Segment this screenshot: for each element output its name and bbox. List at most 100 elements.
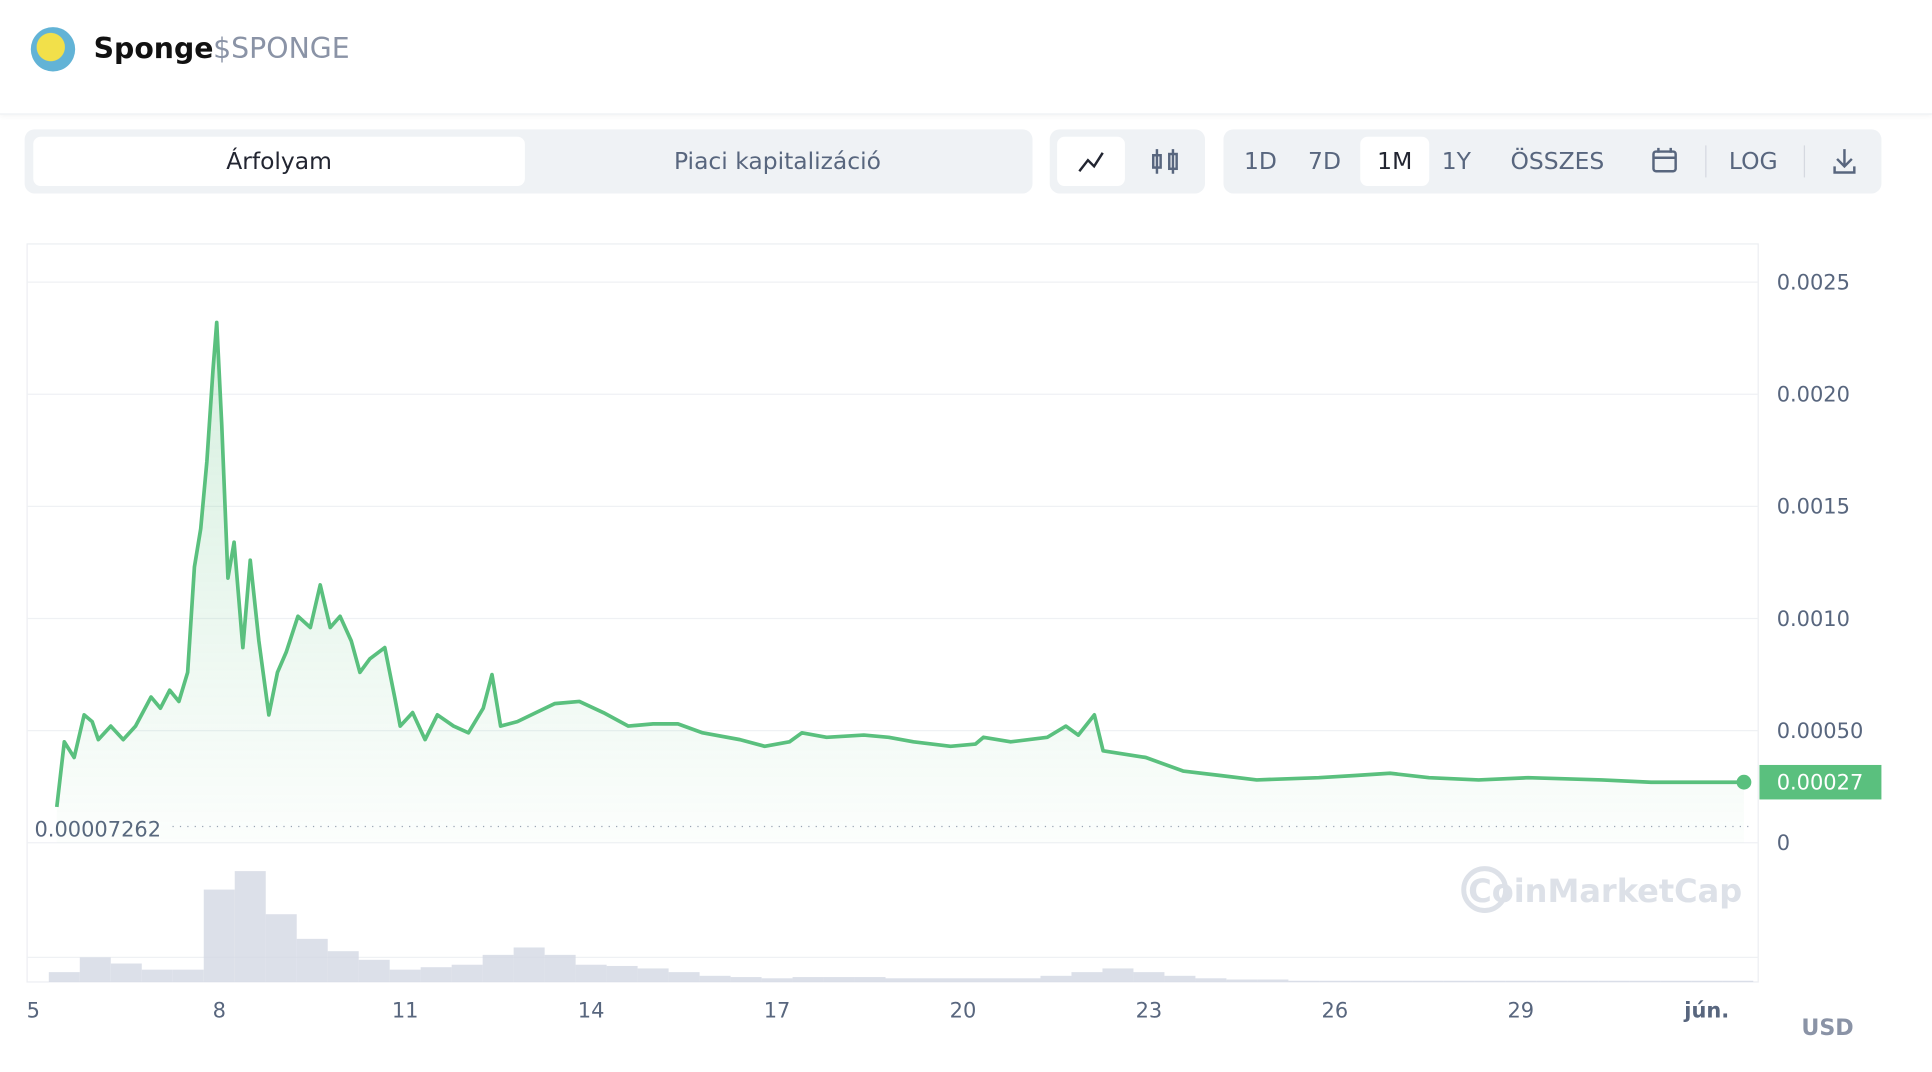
calendar-button[interactable] <box>1640 137 1689 186</box>
price-badge <box>1759 764 1882 800</box>
y-tick-label: 0.0020 <box>1777 383 1850 407</box>
coin-name: Sponge <box>93 33 214 66</box>
y-tick-label: 0.0010 <box>1777 607 1850 631</box>
volume-bar <box>79 957 111 982</box>
volume-bar <box>389 969 421 982</box>
volume-bar <box>1102 968 1134 982</box>
line-icon <box>1078 152 1104 173</box>
x-tick-label: 26 <box>1322 999 1349 1023</box>
last-price-label: 0.00027 <box>1777 771 1864 795</box>
volume-bar <box>544 954 576 982</box>
volume-bar <box>48 972 80 982</box>
range-button[interactable]: 7D <box>1308 147 1341 175</box>
volume-bar <box>1629 980 1661 982</box>
log-button[interactable]: LOG <box>1728 147 1778 175</box>
price-area <box>56 322 1744 843</box>
header: Sponge $SPONGE <box>0 0 1932 115</box>
volume-bar <box>854 977 886 982</box>
chart-type-group <box>1049 129 1205 194</box>
volume-bar <box>885 978 917 982</box>
watermark: CoinMarketCap <box>1468 872 1742 910</box>
x-tick-label: 8 <box>213 999 226 1023</box>
volume-bar <box>1226 979 1258 982</box>
volume-bar <box>916 978 948 982</box>
plot-frame <box>26 243 1759 983</box>
volume-bar <box>1536 980 1568 982</box>
price-line <box>54 320 1744 808</box>
volume-bar <box>327 951 359 982</box>
min-price-label: 0.00007262 <box>34 817 161 841</box>
volume-bar <box>792 977 824 982</box>
divider <box>1803 145 1806 178</box>
range-button[interactable]: 1D <box>1243 147 1277 175</box>
volume-bar <box>1412 980 1444 982</box>
volume-bar <box>699 975 731 982</box>
x-tick-label: jún. <box>1683 999 1729 1023</box>
volume-bar <box>203 889 235 982</box>
volume-bar <box>668 972 700 982</box>
download-icon <box>1833 149 1856 174</box>
calendar-icon <box>1652 147 1677 173</box>
download-button[interactable] <box>1820 137 1869 186</box>
volume-bar <box>1350 980 1382 982</box>
range-button[interactable]: 1M <box>1360 136 1430 187</box>
volume-bar <box>1567 980 1599 982</box>
volume-bar <box>451 964 483 982</box>
coin-logo <box>30 27 76 72</box>
volume-bar <box>234 871 266 982</box>
x-tick-label: 23 <box>1136 999 1163 1023</box>
x-tick-label: 20 <box>950 999 977 1023</box>
volume-bar <box>141 969 173 982</box>
volume-bar <box>1164 975 1196 982</box>
volume-bar <box>637 968 669 982</box>
x-tick-label: 11 <box>392 999 419 1023</box>
volume-bar <box>1474 980 1506 982</box>
volume-bar <box>1133 972 1165 982</box>
range-button[interactable]: ÖSSZES <box>1510 147 1605 175</box>
volume-bar <box>730 977 762 982</box>
range-group: LOG 1D 7D 1M 1Y ÖSSZES <box>1223 129 1882 194</box>
x-tick-label: 29 <box>1507 999 1534 1023</box>
divider <box>1705 145 1707 178</box>
y-tick-label: 0.00050 <box>1777 719 1864 743</box>
coin-symbol: $SPONGE <box>213 33 350 66</box>
volume-bar <box>1040 975 1072 982</box>
tab[interactable]: Piaci kapitalizáció <box>673 147 881 175</box>
volume-bar <box>1505 980 1537 982</box>
volume-bar <box>823 977 855 982</box>
volume-bar <box>1381 980 1413 982</box>
volume-bar <box>1009 978 1041 982</box>
volume-bar <box>1598 980 1630 982</box>
currency-label: USD <box>1801 1015 1853 1041</box>
volume-bar <box>978 978 1010 982</box>
volume-bar <box>296 938 328 982</box>
volume-bar <box>265 914 297 982</box>
volume-bar <box>1195 978 1227 982</box>
volume-bar <box>1722 980 1754 982</box>
watermark-logo <box>1461 866 1509 913</box>
volume-bar <box>482 954 514 982</box>
candle-chart-button[interactable] <box>1131 137 1199 186</box>
candle-icon <box>1152 149 1178 174</box>
line-chart-button[interactable] <box>1057 136 1125 187</box>
x-tick-label: 17 <box>764 999 791 1023</box>
tab[interactable]: Árfolyam <box>33 136 525 187</box>
volume-bar <box>513 947 545 982</box>
volume-bar <box>172 969 204 982</box>
volume-bar <box>606 965 638 982</box>
volume-bar <box>1071 972 1103 982</box>
tab-group: Árfolyam Piaci kapitalizáció <box>24 129 1033 194</box>
y-tick-label: 0 <box>1777 831 1790 855</box>
volume-bar <box>1691 980 1723 982</box>
volume-bar <box>1443 980 1475 982</box>
volume-bar <box>1288 980 1320 982</box>
volume-bar <box>110 963 142 982</box>
volume-bar <box>1319 980 1351 982</box>
last-point <box>1736 774 1752 790</box>
x-tick-label: 5 <box>27 999 40 1023</box>
range-button[interactable]: 1Y <box>1441 147 1471 175</box>
volume-bar <box>575 964 607 982</box>
volume-bar <box>947 978 979 982</box>
